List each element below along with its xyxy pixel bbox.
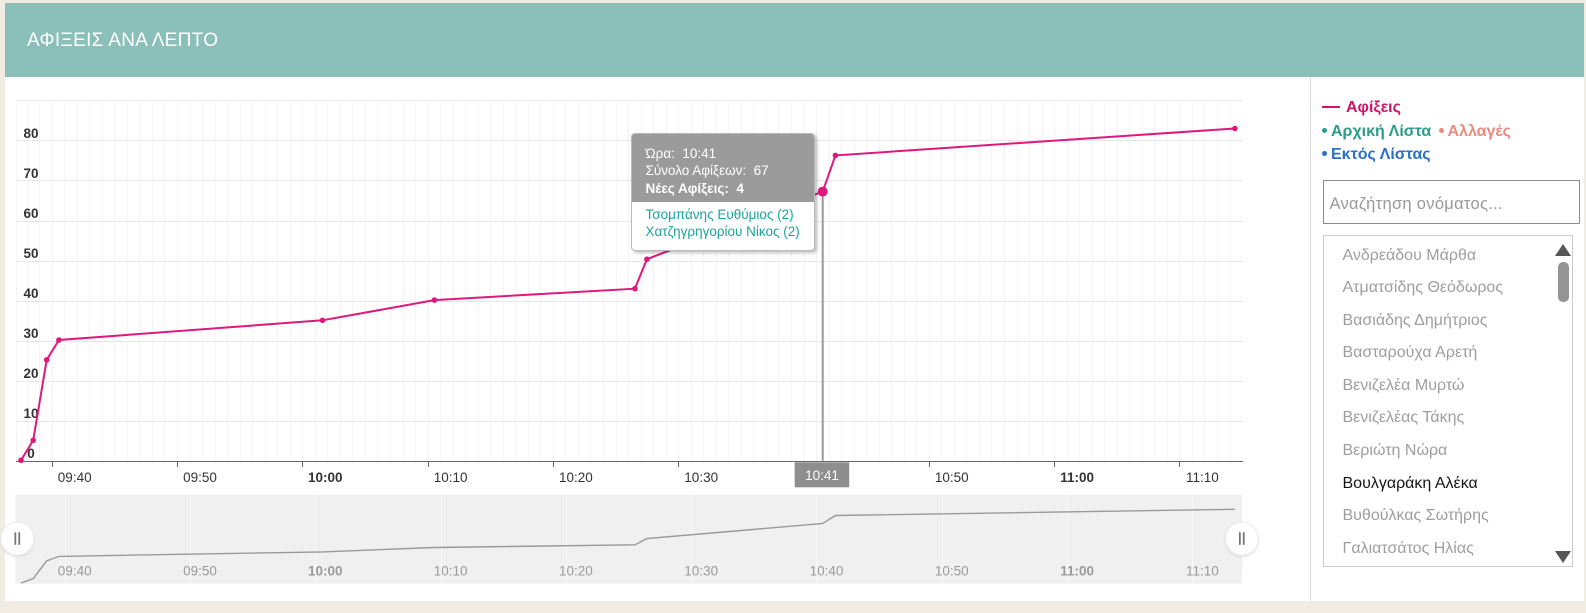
svg-text:09:50: 09:50 (183, 564, 217, 579)
svg-text:10:30: 10:30 (684, 564, 718, 579)
svg-text:11:10: 11:10 (1186, 564, 1219, 579)
svg-text:10:10: 10:10 (434, 470, 468, 485)
svg-text:20: 20 (23, 366, 38, 381)
svg-text:11:10: 11:10 (1186, 470, 1219, 485)
svg-text:30: 30 (23, 326, 38, 341)
svg-text:09:50: 09:50 (183, 470, 217, 485)
svg-text:10:20: 10:20 (559, 470, 593, 485)
svg-text:09:40: 09:40 (58, 470, 92, 485)
svg-text:10:10: 10:10 (434, 564, 468, 579)
svg-text:60: 60 (23, 206, 38, 221)
svg-text:10:00: 10:00 (308, 470, 343, 485)
svg-text:10:50: 10:50 (935, 470, 969, 485)
svg-text:10:40: 10:40 (810, 564, 844, 579)
svg-text:10:20: 10:20 (559, 564, 593, 579)
svg-text:10:30: 10:30 (684, 470, 718, 485)
svg-text:10:00: 10:00 (308, 564, 343, 579)
svg-text:11:00: 11:00 (1060, 564, 1094, 579)
svg-text:09:40: 09:40 (58, 564, 92, 579)
svg-text:11:00: 11:00 (1060, 470, 1094, 485)
svg-text:10:50: 10:50 (935, 564, 969, 579)
svg-text:50: 50 (23, 246, 38, 261)
svg-text:40: 40 (23, 286, 38, 301)
svg-text:10:41: 10:41 (805, 468, 839, 483)
svg-text:0: 0 (27, 446, 35, 461)
svg-text:10: 10 (23, 406, 38, 421)
svg-text:80: 80 (23, 126, 38, 141)
svg-text:70: 70 (23, 166, 38, 181)
